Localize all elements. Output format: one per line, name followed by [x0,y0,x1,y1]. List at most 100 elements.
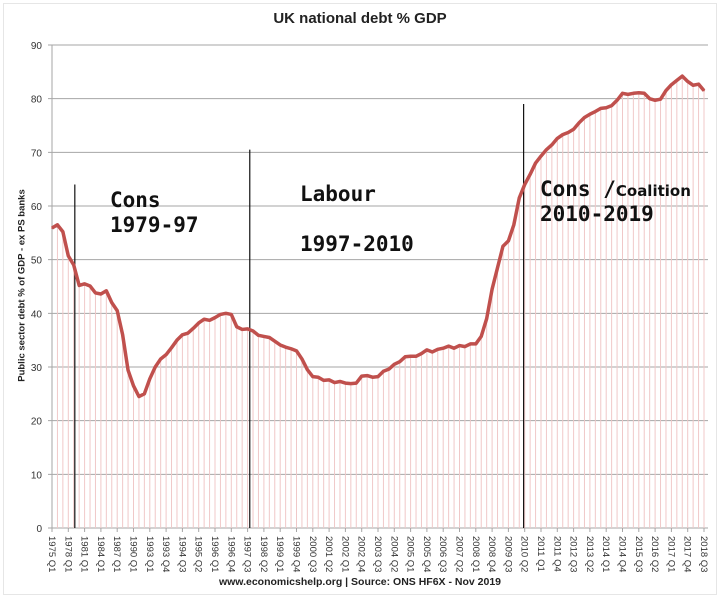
data-point [453,347,455,350]
data-point [409,355,412,358]
data-point [420,352,423,355]
data-point [578,122,580,124]
data-point [170,346,173,349]
annotation-labour: Labour [300,182,376,206]
x-tick-label: 1995 Q2 [193,536,204,572]
data-point [523,183,526,186]
x-tick-label: 1984 Q1 [95,536,106,572]
data-point [404,356,406,358]
x-tick-label: 2001 Q2 [323,536,334,572]
data-point [447,345,450,347]
data-point [572,128,575,131]
x-tick-label: 2014 Q4 [617,536,628,572]
data-point [192,327,195,330]
data-point [567,131,569,134]
data-point [105,289,108,292]
x-tick-label: 2004 Q2 [388,536,399,572]
x-tick-label: 2005 Q1 [405,536,416,572]
x-tick-label: 1981 Q1 [79,536,90,572]
data-point [648,97,651,100]
annotation-slash: / [603,177,616,201]
y-tick-label: 80 [31,95,43,106]
data-point [610,104,613,107]
data-point [388,368,390,370]
annotation-coalition: Coalition [615,182,691,200]
data-point [116,309,118,312]
data-point [89,285,91,287]
y-tick-label: 40 [31,309,43,320]
data-point [659,98,662,101]
x-tick-label: 2002 Q4 [356,536,367,572]
x-tick-label: 1996 Q1 [209,536,220,572]
data-point [127,369,129,372]
x-tick-label: 2017 Q4 [682,536,693,572]
x-tick-label: 2014 Q1 [600,536,611,572]
x-tick-label: 1997 Q3 [242,536,253,572]
y-tick-label: 0 [36,524,42,535]
y-tick-label: 90 [31,41,43,52]
data-point [333,381,336,384]
y-tick-label: 10 [31,470,43,481]
data-point [208,319,211,322]
data-point [442,347,445,350]
x-tick-label: 1999 Q4 [291,536,302,572]
data-point [469,343,472,345]
data-point [464,345,466,348]
y-tick-label: 70 [31,148,43,159]
data-point [692,84,694,87]
data-point [371,376,374,378]
data-point [312,375,314,378]
data-point [203,318,205,321]
data-point [599,107,602,110]
data-point [556,137,559,140]
data-point [110,301,113,304]
data-point [502,245,504,248]
data-point [681,75,684,77]
data-point [507,240,510,242]
data-point [132,384,135,387]
x-tick-label: 2018 Q3 [698,536,709,572]
data-point [241,328,243,331]
data-point [382,370,385,373]
data-point [83,283,86,285]
data-point [181,334,184,336]
data-point [480,335,483,338]
data-point [366,374,368,377]
data-point [344,382,347,384]
x-tick-label: 1990 Q1 [128,536,139,572]
data-point [138,395,140,398]
data-point [149,378,151,380]
x-tick-label: 1975 Q1 [46,536,57,572]
data-point [273,340,276,343]
data-point [703,89,705,92]
data-point [78,284,80,287]
annotation-cons-1979-97: Cons 1979-97 [110,188,199,237]
annotation-cons: Cons [540,177,604,201]
data-point [496,266,499,269]
data-point [551,144,553,146]
data-point [518,197,521,199]
data-point [268,336,271,339]
x-tick-label: 2011 Q1 [535,536,546,572]
data-point [252,330,254,332]
data-point [491,288,493,290]
data-point [431,351,434,353]
data-point [355,382,358,384]
x-tick-label: 1998 Q2 [258,536,269,572]
data-point [534,162,537,164]
annotation-cons-years: 2010-2019 [540,202,654,226]
data-point [665,89,667,92]
data-point [159,358,162,360]
data-point [513,223,515,226]
x-tick-label: 2002 Q1 [339,536,350,572]
data-point [62,230,64,233]
x-tick-label: 2009 Q3 [502,536,513,572]
data-point [143,393,146,395]
data-point [638,91,640,94]
data-point [225,312,227,315]
data-point [121,334,124,336]
x-tick-label: 1993 Q1 [144,536,155,572]
data-point [540,155,542,157]
data-point [594,110,597,113]
